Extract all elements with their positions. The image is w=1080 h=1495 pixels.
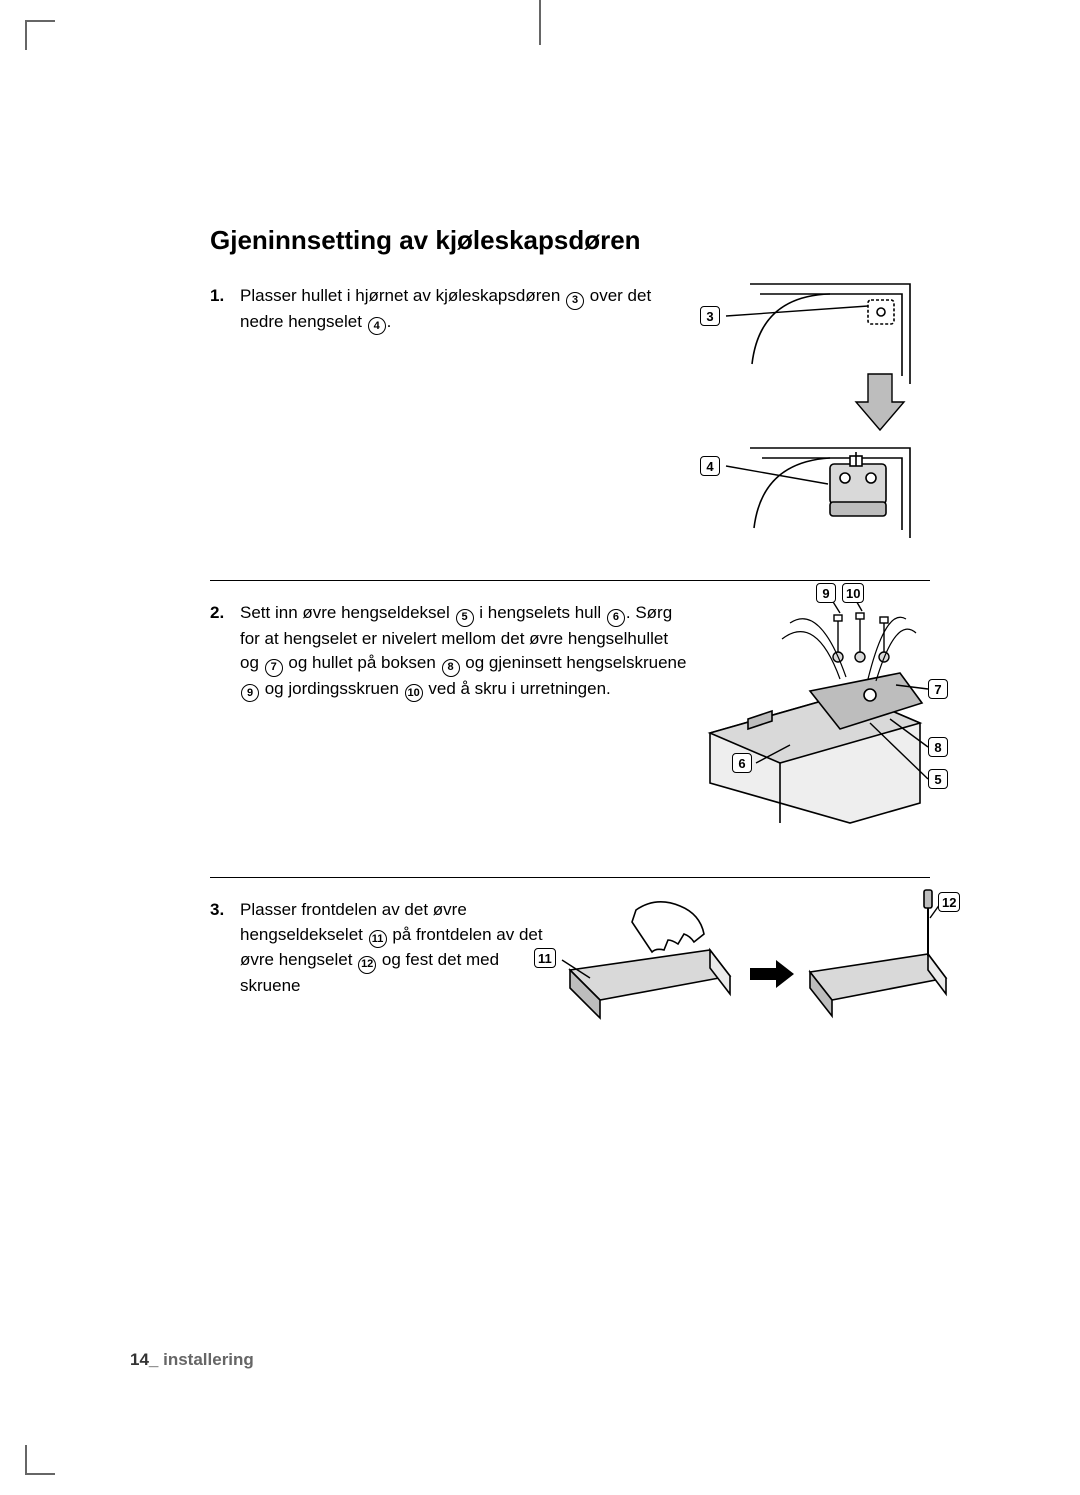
diagram-step-2: 9 10 7 8 5 6 (670, 583, 950, 838)
divider (210, 580, 930, 581)
ref-5: 5 (456, 609, 474, 627)
ref-10: 10 (405, 684, 423, 702)
ref-11: 11 (369, 930, 387, 948)
footer-section: installering (163, 1350, 254, 1369)
step-2: 2. Sett inn øvre hengseldeksel 5 i hengs… (210, 601, 930, 851)
step-text: 1. Plasser hullet i hjørnet av kjøleskap… (210, 284, 690, 335)
divider (210, 877, 930, 878)
callout-8: 8 (928, 737, 948, 757)
callout-5: 5 (928, 769, 948, 789)
step-number: 1. (210, 284, 232, 335)
diagram-step-3: 11 12 (540, 890, 960, 1055)
ref-12: 12 (358, 956, 376, 974)
step-body: Plasser hullet i hjørnet av kjøleskapsdø… (240, 284, 690, 335)
section-title: Gjeninnsetting av kjøleskapsdøren (210, 225, 930, 256)
diagram-step-1: 3 4 (690, 266, 950, 551)
content-area: Gjeninnsetting av kjøleskapsdøren 1. Pla… (210, 225, 930, 1068)
crop-mark (539, 0, 541, 45)
callout-6: 6 (732, 753, 752, 773)
step-text: 2. Sett inn øvre hengseldeksel 5 i hengs… (210, 601, 690, 702)
step-1: 1. Plasser hullet i hjørnet av kjøleskap… (210, 284, 930, 554)
step-number: 3. (210, 898, 232, 998)
callout-7: 7 (928, 679, 948, 699)
callout-4: 4 (700, 456, 720, 476)
page-footer: 14_ installering (130, 1350, 254, 1370)
crop-mark (25, 20, 55, 50)
ref-4: 4 (368, 317, 386, 335)
step-3: 3. Plasser frontdelen av det øvre hengse… (210, 898, 930, 1068)
page-number: 14 (130, 1350, 149, 1369)
ref-7: 7 (265, 659, 283, 677)
crop-mark (25, 1445, 55, 1475)
step-body: Plasser frontdelen av det øvre hengselde… (240, 898, 550, 998)
callout-12: 12 (938, 892, 960, 912)
manual-page: Gjeninnsetting av kjøleskapsdøren 1. Pla… (0, 0, 1080, 1495)
ref-6: 6 (607, 609, 625, 627)
ref-8: 8 (442, 659, 460, 677)
callout-11: 11 (534, 948, 556, 968)
callout-10: 10 (842, 583, 864, 603)
callout-9: 9 (816, 583, 836, 603)
ref-3: 3 (566, 292, 584, 310)
ref-9: 9 (241, 684, 259, 702)
step-body: Sett inn øvre hengseldeksel 5 i hengsele… (240, 601, 690, 702)
step-number: 2. (210, 601, 232, 702)
step-text: 3. Plasser frontdelen av det øvre hengse… (210, 898, 550, 998)
callout-3: 3 (700, 306, 720, 326)
